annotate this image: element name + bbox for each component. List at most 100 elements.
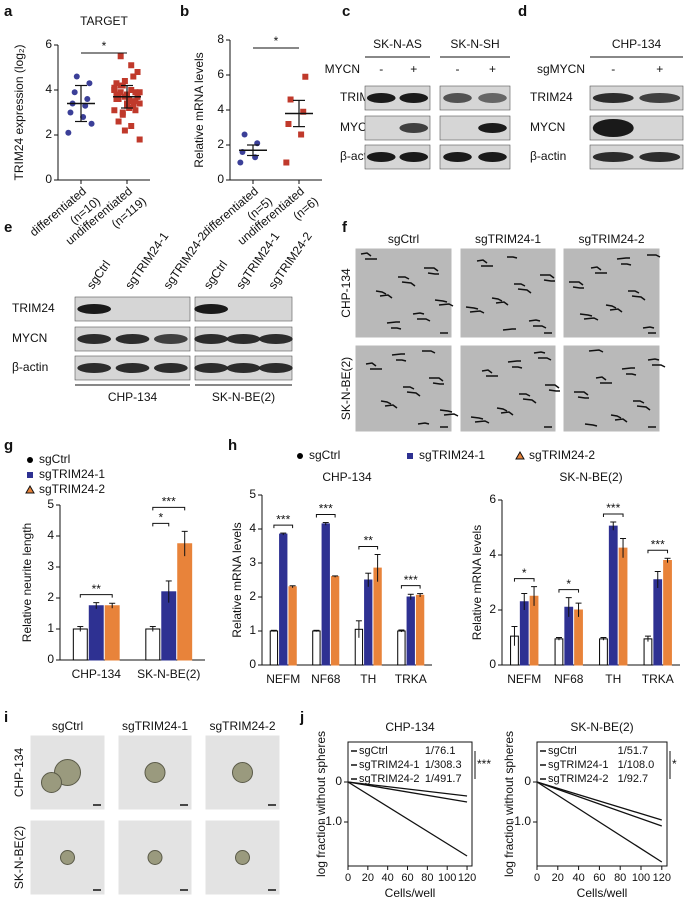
blot-band	[153, 334, 188, 344]
blot-band	[592, 152, 634, 162]
panel-letter: e	[4, 219, 12, 236]
bar	[145, 628, 161, 661]
blot-band	[592, 93, 634, 103]
cell	[616, 257, 630, 260]
data-point	[128, 62, 135, 69]
bar	[599, 638, 608, 666]
y-tick-label: 5	[249, 487, 256, 501]
column-label: sgCtrl	[388, 232, 419, 246]
cell	[465, 306, 479, 310]
significance-label: ***	[477, 757, 491, 771]
data-point	[130, 98, 137, 105]
y-axis-label: log fraction without spheres	[314, 731, 328, 877]
blot-band	[639, 152, 681, 162]
significance-bracket	[558, 589, 580, 593]
blot-band	[478, 152, 507, 162]
cell	[401, 281, 416, 287]
blot-band	[77, 304, 112, 314]
significance-label: **	[364, 534, 374, 548]
data-point	[115, 91, 122, 98]
y-tick-label: 2	[45, 127, 52, 141]
lane-label: sgCtrl	[201, 258, 230, 292]
chart-title: CHP-134	[322, 470, 372, 484]
data-point	[136, 100, 143, 107]
cell	[621, 263, 632, 266]
legend-label: sgCtrl	[359, 745, 388, 757]
data-point	[241, 131, 248, 138]
cell	[626, 373, 637, 376]
column-label: sgTRIM24-1	[475, 232, 541, 246]
legend-frequency: 1/491.7	[425, 773, 462, 785]
cell	[375, 290, 387, 295]
data-point	[132, 107, 139, 114]
bar	[373, 567, 382, 666]
blot-band	[226, 334, 261, 344]
y-tick-label: 2	[489, 602, 496, 616]
significance-label: *	[274, 34, 279, 48]
cell	[507, 360, 521, 363]
blot-band	[443, 152, 472, 162]
cell	[443, 413, 459, 417]
y-tick-label: 0	[335, 774, 342, 788]
legend-label: sgCtrl	[548, 745, 577, 757]
bar	[330, 576, 340, 666]
x-tick-label: TH	[360, 672, 376, 686]
data-point	[111, 87, 118, 93]
cell	[543, 279, 555, 282]
bar	[104, 605, 120, 661]
blot-row-label: β-actin	[12, 360, 48, 374]
lane-sign: -	[611, 62, 615, 76]
cell	[528, 319, 541, 322]
x-tick-label: 20	[552, 872, 564, 884]
panel-letter: c	[342, 3, 350, 20]
sphere	[232, 762, 253, 783]
micrograph	[354, 344, 453, 433]
legend-label: sgTRIM24-2	[359, 773, 420, 785]
cell	[579, 313, 593, 317]
chart-title: CHP-134	[385, 720, 435, 734]
bar	[364, 579, 373, 666]
bar	[663, 560, 672, 666]
x-axis-label: Cells/well	[577, 886, 628, 900]
data-point	[111, 107, 118, 114]
row-label: CHP-134	[339, 268, 353, 318]
lane-label: sgCtrl	[84, 258, 113, 292]
cell	[621, 367, 635, 370]
panel-letter: d	[518, 3, 527, 20]
x-tick-label: 60	[593, 872, 605, 884]
cell	[514, 283, 526, 287]
y-axis-label: log fraction without spheres	[502, 731, 516, 877]
data-point	[88, 120, 95, 127]
data-point	[130, 102, 137, 109]
cell	[360, 252, 372, 257]
significance-label: ***	[606, 501, 620, 515]
cell	[417, 422, 430, 425]
data-point	[117, 53, 124, 60]
significance-bracket	[273, 524, 294, 529]
y-tick-label: 6	[489, 492, 496, 506]
micrograph	[562, 344, 661, 433]
sphere	[147, 850, 163, 865]
blot-row-label: TRIM24	[530, 90, 573, 104]
cell	[533, 351, 546, 354]
y-axis-label: Relative mRNA levels	[470, 525, 484, 640]
cell	[512, 366, 523, 369]
significance-bracket	[152, 522, 170, 527]
sphere	[41, 772, 62, 793]
data-point	[126, 96, 133, 102]
cell	[398, 276, 410, 280]
bar	[269, 630, 279, 666]
cell	[476, 259, 488, 264]
significance-bracket	[315, 514, 336, 518]
row-label: SK-N-BE(2)	[12, 826, 26, 889]
y-axis-label: Relative mRNA levels	[230, 522, 244, 637]
cell	[365, 362, 377, 367]
condition-label: sgMYCN	[537, 62, 585, 76]
blot-band	[366, 93, 396, 103]
cell	[633, 400, 645, 404]
blot-band	[194, 363, 229, 373]
blot-band	[77, 334, 112, 344]
bar	[72, 628, 88, 661]
